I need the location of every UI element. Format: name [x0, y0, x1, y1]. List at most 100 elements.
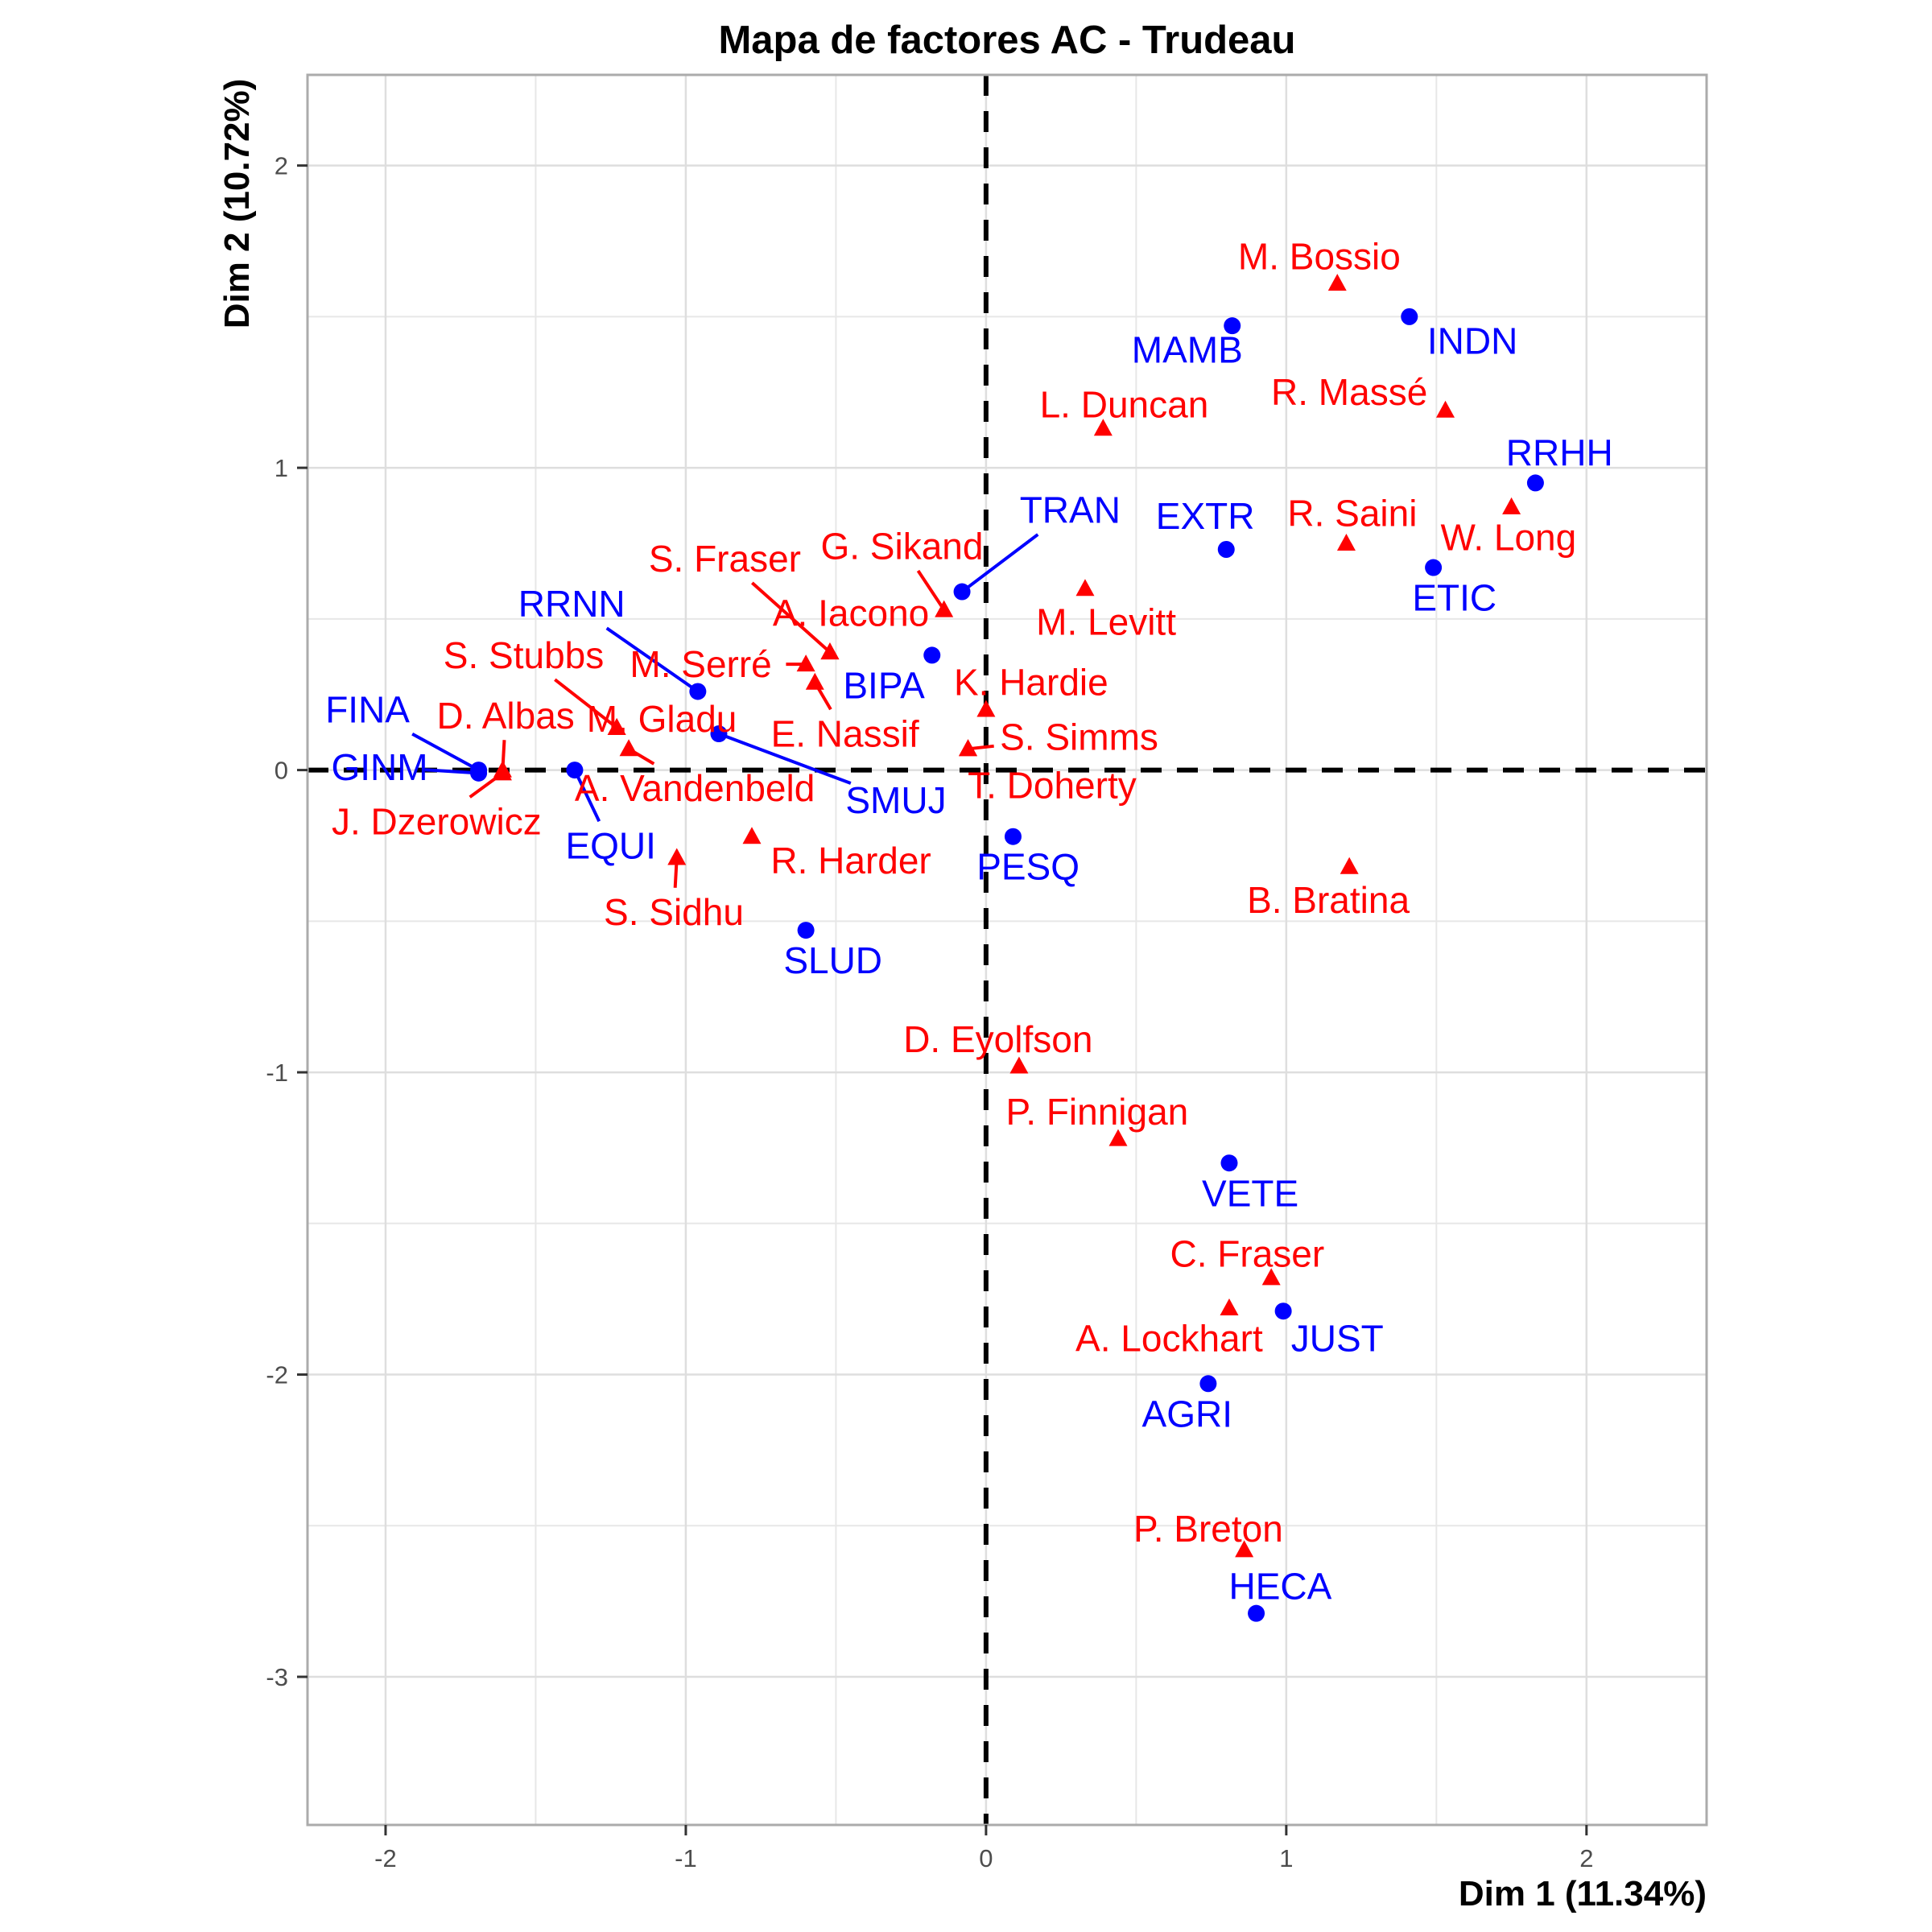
y-tick-label: 0 [275, 757, 288, 785]
point-label-l-duncan: L. Duncan [1040, 383, 1209, 425]
y-tick-label: -3 [266, 1663, 288, 1691]
point-label-mamb: MAMB [1132, 329, 1243, 371]
point-label-m-bossio: M. Bossio [1238, 235, 1401, 277]
label-connector-ginm [424, 768, 479, 775]
point-label-m-serr-: M. Serré [630, 643, 771, 685]
data-point-tran [953, 583, 971, 601]
data-point-pesq [1004, 828, 1022, 845]
x-tick-label: 2 [1579, 1844, 1593, 1872]
point-label-extr: EXTR [1156, 495, 1255, 537]
x-tick-label: 1 [1279, 1844, 1293, 1872]
point-label-ginm: GINM [331, 746, 427, 788]
point-label-etic: ETIC [1412, 577, 1496, 619]
data-point-t-doherty [959, 739, 978, 757]
panel-background [308, 75, 1707, 1825]
x-axis-title: Dim 1 (11.34%) [1458, 1874, 1707, 1913]
data-point-d-eyolfson [1009, 1056, 1029, 1074]
point-label-agri: AGRI [1142, 1393, 1232, 1435]
data-point-s-sidhu [667, 848, 687, 865]
point-label-a-lockhart: A. Lockhart [1075, 1317, 1263, 1359]
data-point-m-levitt [1075, 579, 1095, 597]
label-connector-smuj [718, 732, 852, 785]
plot-title: Mapa de factores AC - Trudeau [718, 19, 1296, 62]
point-label-smuj: SMUJ [845, 779, 946, 821]
data-point-heca [1248, 1604, 1265, 1622]
y-tick-label: 2 [275, 152, 288, 180]
label-connector-fina [411, 732, 480, 772]
point-label-equi: EQUI [565, 824, 655, 866]
data-point-m-gladu [607, 718, 626, 736]
point-label-d-albas: D. Albas [436, 695, 574, 737]
point-label-tran: TRAN [1020, 489, 1121, 531]
data-point-smuj [710, 725, 728, 743]
point-label-just: JUST [1291, 1317, 1384, 1359]
x-tick-label: -1 [675, 1844, 697, 1872]
data-point-ginm [470, 764, 488, 782]
data-point-j-dzerowicz [493, 763, 512, 781]
point-label-j-dzerowicz: J. Dzerowicz [332, 800, 542, 842]
point-label-k-hardie: K. Hardie [954, 662, 1108, 704]
point-label-m-levitt: M. Levitt [1036, 601, 1176, 643]
data-point-slud [797, 922, 815, 939]
point-label-g-sikand: G. Sikand [820, 526, 983, 568]
point-label-d-eyolfson: D. Eyolfson [903, 1018, 1092, 1060]
data-point-p-finnigan [1108, 1129, 1128, 1146]
data-point-a-vandenbeld [619, 739, 638, 757]
data-point-b-bratina [1340, 857, 1359, 874]
point-label-heca: HECA [1228, 1565, 1331, 1607]
data-point-a-lockhart [1220, 1298, 1239, 1315]
point-label-indn: INDN [1427, 320, 1517, 361]
point-label-s-simms: S. Simms [1000, 716, 1158, 758]
point-label-slud: SLUD [783, 939, 882, 981]
data-point-etic [1425, 559, 1443, 576]
panel-border [306, 73, 1708, 1827]
y-tick-label: -1 [266, 1059, 288, 1087]
data-point-l-duncan [1093, 419, 1113, 436]
point-label-e-nassif: E. Nassif [771, 713, 919, 755]
data-point-just [1274, 1302, 1292, 1320]
data-point-equi [566, 762, 584, 779]
data-point-w-long [1502, 497, 1521, 514]
data-point-r-mass- [1436, 400, 1455, 418]
data-point-extr [1217, 540, 1235, 558]
data-point-m-bossio [1327, 274, 1347, 291]
data-point-m-serr- [796, 654, 815, 672]
data-point-indn [1401, 308, 1418, 325]
data-point-a-iacono [820, 642, 840, 660]
data-point-rrnn [689, 683, 707, 700]
label-connector-equi [573, 769, 601, 823]
point-label-s-sidhu: S. Sidhu [604, 891, 744, 933]
data-point-rrhh [1526, 474, 1544, 492]
data-point-mamb [1224, 317, 1241, 335]
data-point-c-fraser [1261, 1268, 1281, 1286]
label-connector-rrnn [605, 626, 699, 693]
y-axis-title: Dim 2 (10.72%) [217, 78, 257, 329]
point-label-w-long: W. Long [1440, 516, 1576, 558]
label-connector-g-sikand [916, 569, 946, 611]
point-label-fina: FINA [325, 688, 410, 730]
point-label-rrhh: RRHH [1506, 431, 1613, 473]
point-label-p-finnigan: P. Finnigan [1006, 1091, 1189, 1133]
point-label-pesq: PESQ [976, 846, 1080, 888]
point-label-c-fraser: C. Fraser [1170, 1232, 1325, 1274]
point-label-p-breton: P. Breton [1133, 1508, 1283, 1550]
point-label-r-harder: R. Harder [770, 840, 931, 881]
point-label-r-saini: R. Saini [1287, 492, 1417, 534]
data-point-vete [1220, 1154, 1238, 1172]
point-label-a-vandenbeld: A. Vandenbeld [575, 767, 815, 809]
point-label-b-bratina: B. Bratina [1247, 879, 1410, 921]
data-point-agri [1199, 1375, 1217, 1393]
data-point-p-breton [1235, 1540, 1254, 1558]
data-point-bipa [923, 646, 941, 664]
point-label-s-fraser: S. Fraser [649, 538, 801, 580]
point-label-r-mass-: R. Massé [1271, 371, 1427, 413]
point-label-bipa: BIPA [843, 664, 925, 706]
data-point-k-hardie [976, 700, 996, 717]
point-label-vete: VETE [1202, 1172, 1298, 1214]
point-label-t-doherty: T. Doherty [968, 764, 1137, 806]
x-tick-label: -2 [374, 1844, 397, 1872]
y-tick-label: -2 [266, 1361, 288, 1389]
data-point-g-sikand [935, 600, 954, 617]
